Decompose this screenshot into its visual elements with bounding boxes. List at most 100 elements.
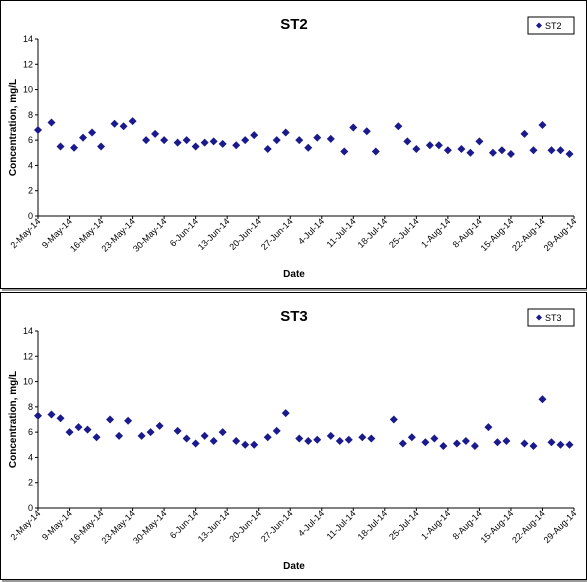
y-axis-title: Concentration, mg/L (8, 79, 19, 176)
x-tick-label: 25-Jul-14 (387, 508, 421, 542)
chart-panel-st2: ST2 0 2 4 6 8 10 12 14 2-May-14 9-May-14 16-May-14 2… (0, 0, 587, 289)
x-tick-label: 18-Jul-14 (356, 508, 390, 542)
data-point (484, 423, 493, 432)
y-tick-label: 10 (23, 85, 33, 95)
x-axis-title: Date (283, 269, 305, 280)
y-tick-label: 2 (28, 186, 33, 196)
y-tick-label: 0 (28, 211, 33, 221)
data-point (146, 428, 155, 437)
data-point (200, 138, 209, 147)
data-point (65, 428, 74, 437)
data-point (34, 126, 42, 135)
data-point (313, 435, 322, 444)
data-point (218, 428, 227, 437)
x-tick-label: 30-May-14 (131, 508, 168, 545)
data-point (547, 438, 556, 447)
data-point (88, 128, 97, 137)
data-point (398, 439, 407, 448)
y-tick-label: 6 (28, 427, 33, 437)
data-point (173, 138, 182, 147)
data-point (565, 150, 574, 159)
data-point (407, 433, 416, 442)
x-tick-label: 18-Jul-14 (356, 216, 390, 250)
data-point (344, 435, 353, 444)
data-point (160, 136, 169, 145)
x-tick-label: 22-Aug-14 (510, 216, 547, 253)
data-point (439, 442, 448, 451)
x-axis-title: Date (283, 561, 305, 572)
x-tick-label: 13-Jun-14 (196, 216, 232, 252)
data-point (326, 431, 335, 440)
data-point (340, 147, 349, 156)
data-point (34, 411, 42, 420)
legend: ST2 (527, 16, 575, 35)
data-point (556, 440, 565, 449)
x-tick-label: 1-Aug-14 (419, 508, 452, 541)
data-point (412, 144, 421, 153)
legend-label: ST3 (545, 313, 562, 323)
series-st3 (34, 395, 574, 451)
data-point (358, 433, 367, 442)
x-tick-label: 15-Aug-14 (479, 508, 516, 545)
legend-box (527, 16, 575, 35)
data-point (452, 439, 461, 448)
data-point (128, 117, 137, 126)
data-point (466, 148, 475, 157)
data-point (488, 148, 497, 157)
x-tick-label: 13-Jun-14 (196, 508, 232, 544)
chart-st2: ST2024681012142-May-149-May-1416-May-142… (8, 16, 578, 280)
data-point (520, 439, 529, 448)
data-point (394, 122, 403, 131)
legend-marker (536, 22, 542, 29)
data-point (124, 416, 133, 425)
data-point (565, 440, 574, 449)
y-axis-title: Concentration, mg/L (8, 371, 19, 468)
data-point (362, 127, 371, 136)
x-tick-label: 6-Jun-14 (168, 216, 200, 248)
data-point (191, 439, 200, 448)
data-point (295, 136, 304, 145)
chart-st3: ST3024681012142-May-149-May-1416-May-142… (8, 308, 578, 572)
y-tick-label: 0 (28, 503, 33, 513)
data-point (430, 434, 439, 443)
data-point (137, 431, 146, 440)
data-point (263, 144, 272, 153)
data-point (326, 134, 335, 143)
data-point (502, 436, 511, 445)
x-tick-label: 1-Aug-14 (419, 216, 452, 249)
data-point (493, 438, 502, 447)
data-point (250, 440, 259, 449)
data-point (443, 146, 452, 155)
data-point (304, 143, 313, 152)
data-point (241, 440, 250, 449)
x-tick-label: 15-Aug-14 (479, 216, 516, 253)
data-point (520, 129, 529, 138)
legend-marker (536, 314, 542, 321)
x-tick-label: 25-Jul-14 (387, 216, 421, 250)
x-tick-label: 27-Jun-14 (259, 508, 295, 544)
data-point (47, 118, 56, 127)
data-point (313, 133, 322, 142)
data-point (155, 421, 164, 430)
x-tick-label: 4-Jul-14 (296, 216, 326, 246)
data-point (335, 436, 344, 445)
y-tick-label: 10 (23, 377, 33, 387)
data-point (47, 410, 56, 419)
data-point (182, 136, 191, 145)
data-point (475, 137, 484, 146)
y-tick-label: 2 (28, 478, 33, 488)
data-point (70, 143, 79, 152)
x-tick-label: 30-May-14 (131, 216, 168, 253)
data-point (304, 436, 313, 445)
data-point (232, 141, 241, 150)
data-point (272, 426, 281, 435)
data-point (281, 128, 290, 137)
data-point (538, 395, 547, 404)
data-point (263, 433, 272, 442)
y-tick-label: 14 (23, 326, 33, 336)
data-point (83, 425, 92, 434)
y-tick-label: 12 (23, 59, 33, 69)
data-point (218, 139, 227, 148)
y-tick-label: 12 (23, 351, 33, 361)
data-point (470, 442, 479, 451)
